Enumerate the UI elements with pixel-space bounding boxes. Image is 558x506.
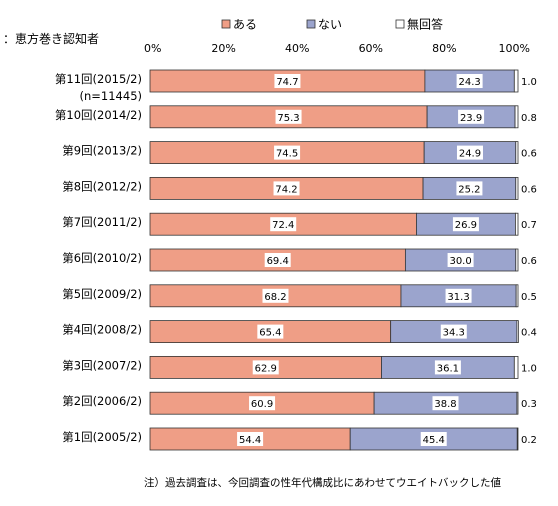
legend-swatch [306,19,316,29]
category-label: 第3回(2007/2) [62,358,142,372]
value-label-bg [249,396,276,411]
value-label: 74.2 [275,184,297,195]
value-label: 0.5 [521,292,537,303]
value-label: 62.9 [255,363,277,374]
value-labels: 74.7 24.3 1.0 75.3 23.9 0.8 74.5 24.9 0.6 74.2 25.… [237,74,537,446]
value-label: 75.3 [277,113,299,124]
x-axis-ticks: 0% 20% 40% 60% 80% 100% [144,42,530,55]
category-label: 第6回(2010/2) [62,251,142,265]
value-label: 23.9 [460,113,482,124]
value-label-bg [257,324,284,339]
value-label-bg [274,74,301,88]
category-label: 第7回(2011/2) [62,215,142,229]
category-label: 第4回(2008/2) [62,323,142,337]
value-label: 1.0 [521,363,537,374]
value-label: 38.8 [434,399,456,410]
value-label: 25.2 [458,184,480,195]
value-label: 65.4 [259,328,281,339]
value-label: 0.8 [521,113,537,124]
value-label: 72.4 [272,220,294,231]
legend-label: 無回答 [407,17,443,32]
value-label: 31.3 [447,292,469,303]
value-label-bg [456,145,483,160]
value-label-bg [458,109,485,124]
value-label: 0.4 [521,328,537,339]
value-label-bg [452,217,479,232]
x-tick-label: 20% [211,42,235,55]
bar-segment [516,391,519,415]
value-label: 34.3 [443,328,465,339]
value-label: 0.3 [521,399,537,410]
value-label: 45.4 [423,435,445,446]
value-label: 24.3 [458,77,480,88]
value-label: 26.9 [455,220,477,231]
legend-label: ある [233,18,257,32]
value-label-bg [270,217,297,232]
value-label-bg [262,288,289,303]
bar-segment [515,284,519,308]
bar-segment [514,105,519,129]
bar-segment [516,320,519,344]
category-labels: 第11回(2015/2) (n=11445) 第10回(2014/2) 第9回(201… [55,72,142,444]
value-label-bg [445,288,472,303]
x-tick-label: 80% [432,42,456,55]
category-label: 第11回(2015/2) [55,72,142,86]
x-tick-label: 60% [359,42,383,55]
value-label-bg [264,253,291,267]
value-label-bg [252,360,279,375]
legend-label: ない [318,18,342,32]
value-label-bg [440,324,467,339]
value-label: 54.4 [239,435,261,446]
category-label: 第1回(2005/2) [62,430,142,444]
bar-segment [513,355,519,379]
category-label: 第10回(2014/2) [55,108,142,122]
value-label: 0.6 [521,149,537,160]
legend-swatch [221,19,231,29]
legend: ある ない 無回答 [221,17,443,32]
value-label: 74.5 [276,149,298,160]
category-label: (n=11445) [80,89,142,103]
value-label: 24.9 [459,149,481,160]
value-label-bg [434,360,461,375]
value-label-bg [420,432,447,446]
x-tick-label: 100% [499,42,530,55]
value-label: 0.6 [521,184,537,195]
bar-segment [515,248,519,272]
value-label: 1.0 [521,77,537,88]
value-label: 30.0 [449,256,471,267]
value-label: 69.4 [267,256,289,267]
value-label: 0.7 [521,220,537,231]
category-label: 第2回(2006/2) [62,394,142,408]
chart-footnote: 注）過去調査は、今回調査の性年代構成比にあわせてウエイトバックした値 [144,476,501,489]
value-label-bg [447,253,474,267]
bar-segment [516,427,519,451]
value-label: 60.9 [251,399,273,410]
value-label: 68.2 [264,292,286,303]
value-label-bg [432,396,459,411]
value-label-bg [274,145,301,160]
bar-segment [515,176,519,200]
x-tick-label: 0% [144,42,161,55]
bar-segment [515,141,519,165]
value-label-bg [273,181,300,196]
value-label-bg [275,109,302,124]
value-label-bg [456,181,483,196]
value-label: 36.1 [437,363,459,374]
x-tick-label: 40% [285,42,309,55]
bar-segment [515,212,519,236]
legend-swatch [395,19,405,29]
value-label: 0.6 [521,256,537,267]
chart-subtitle: ：恵方巻き認知者 [3,31,99,46]
category-label: 第8回(2012/2) [62,179,142,193]
bar-segment [513,69,519,93]
category-label: 第5回(2009/2) [62,287,142,301]
value-label: 74.7 [276,77,298,88]
value-label: 0.2 [521,435,537,446]
value-label-bg [456,74,483,88]
value-label-bg [237,432,264,446]
category-label: 第9回(2013/2) [62,144,142,158]
